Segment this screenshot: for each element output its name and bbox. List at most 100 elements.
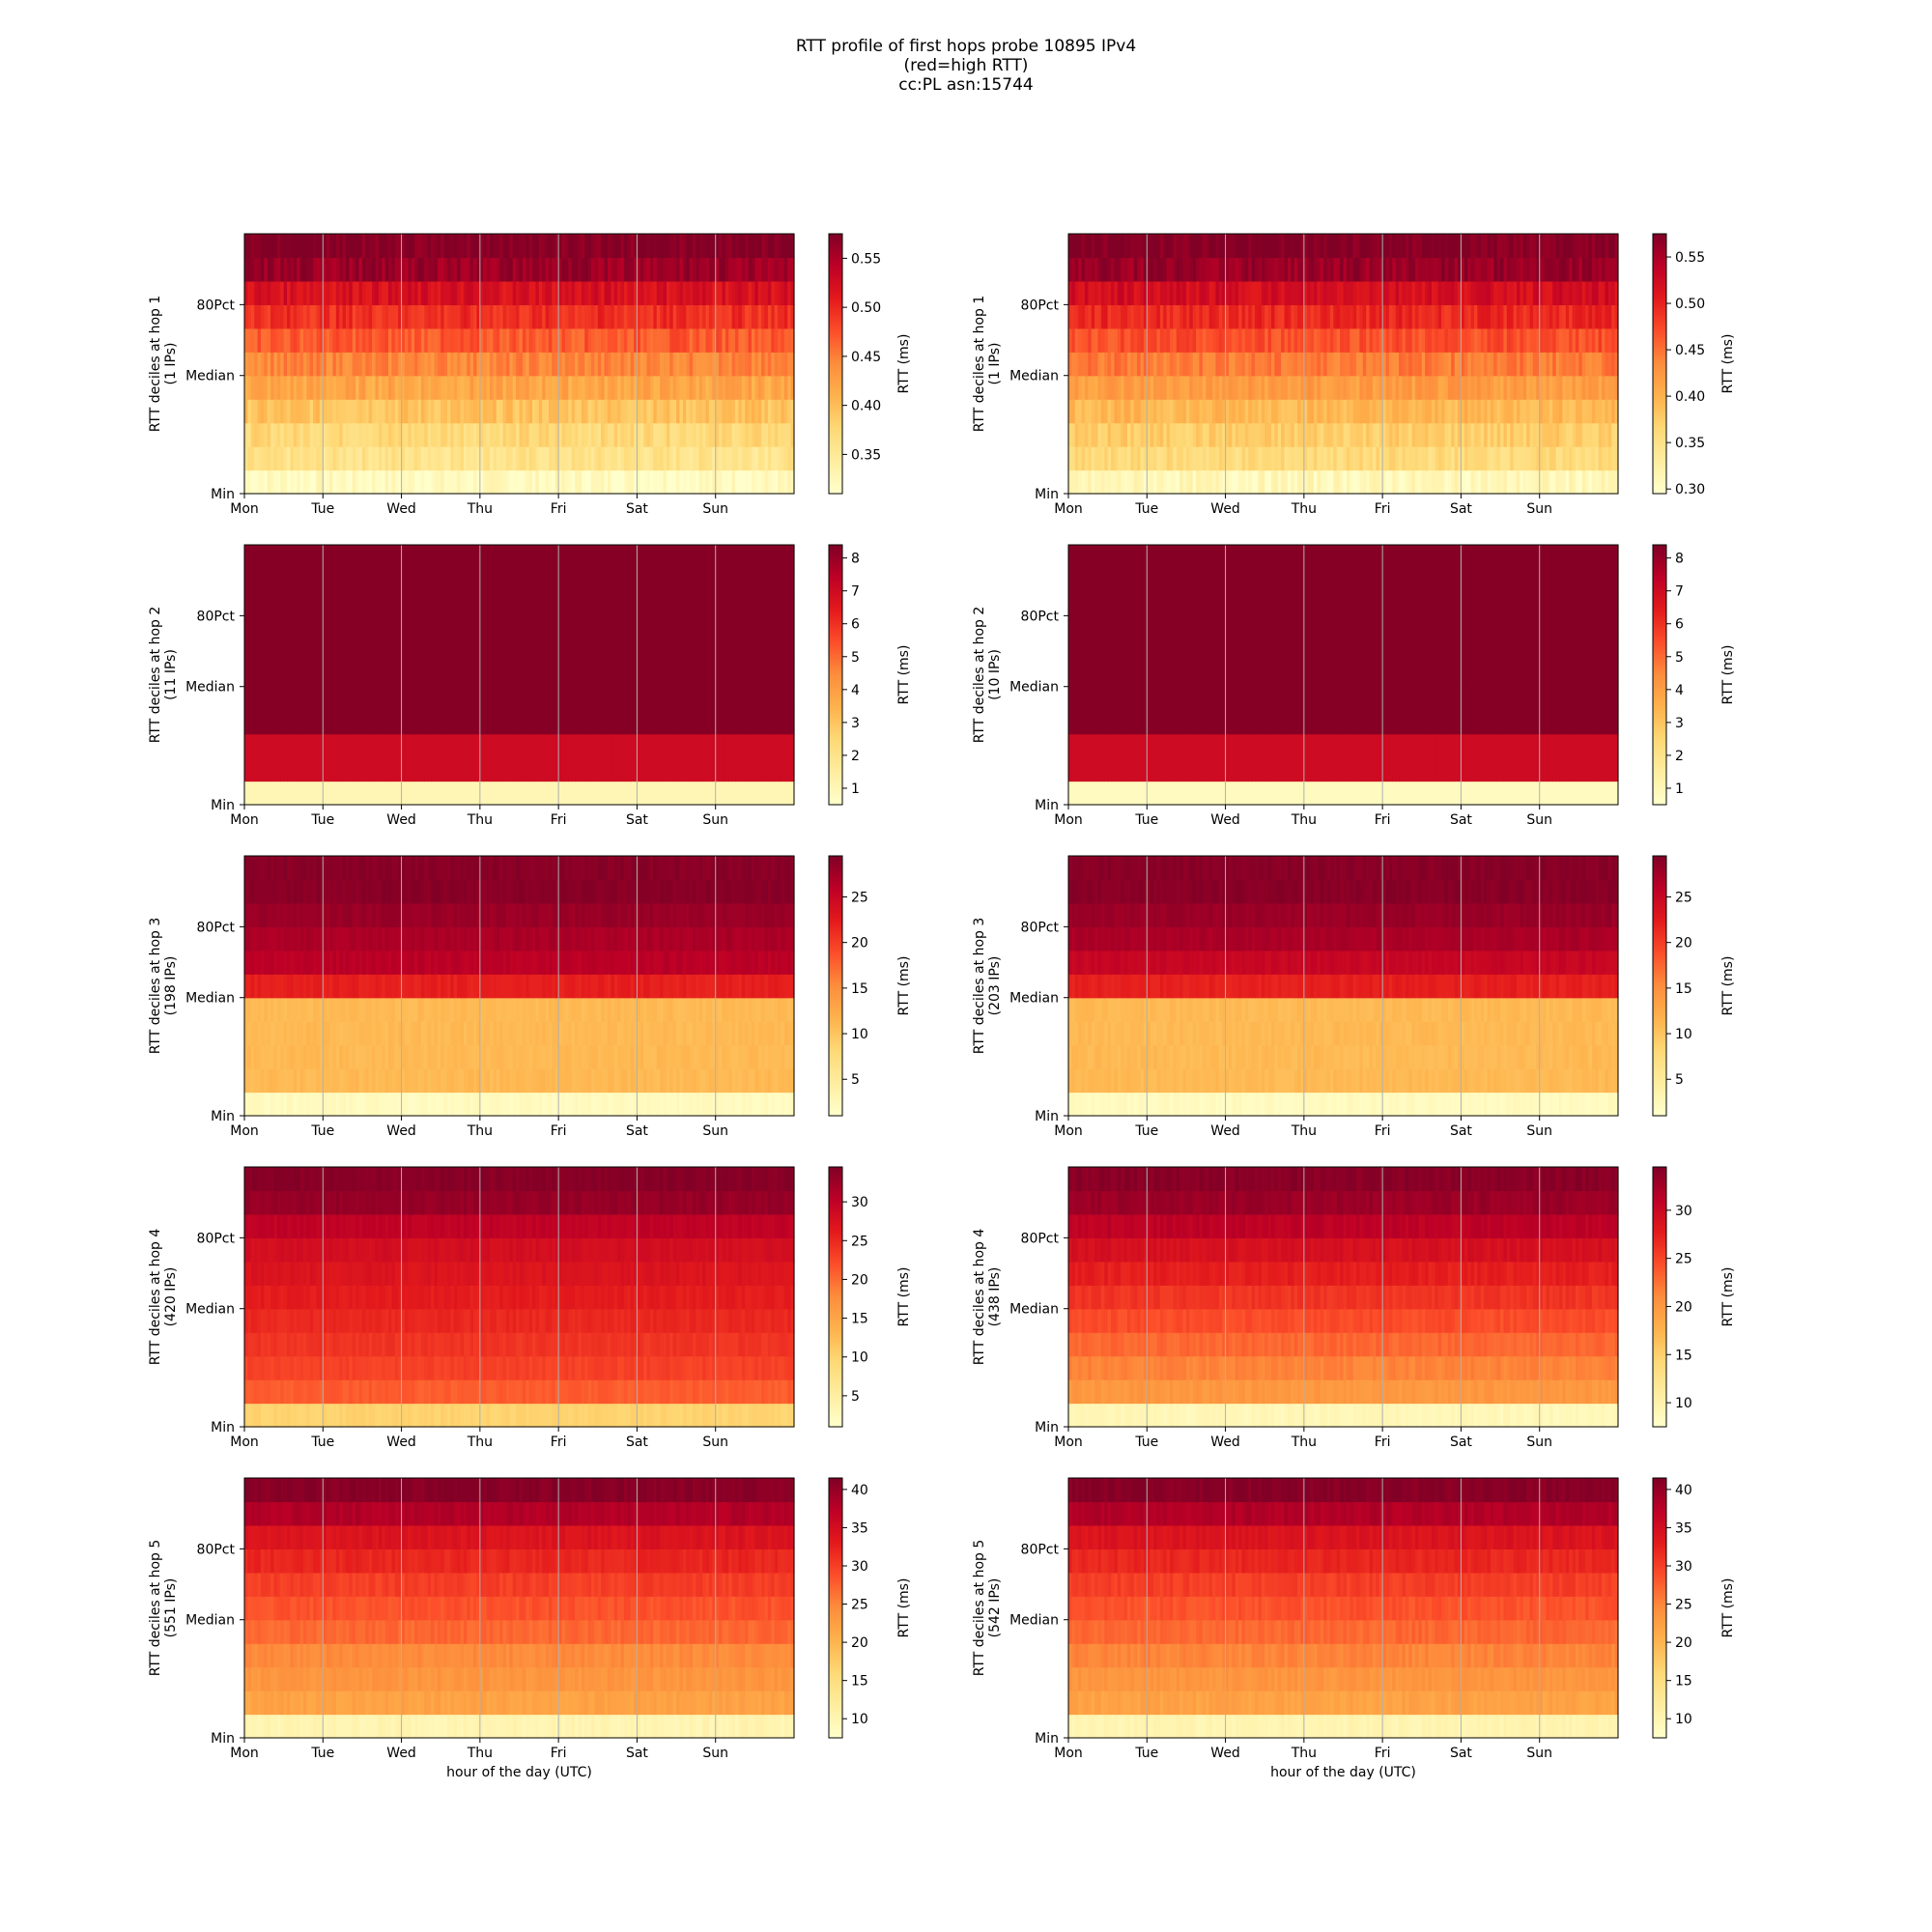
heatmap-cell bbox=[473, 399, 478, 424]
heatmap-cell bbox=[276, 399, 281, 424]
heatmap-cell bbox=[666, 422, 670, 447]
heatmap-cell bbox=[708, 422, 713, 447]
heatmap-cell bbox=[764, 399, 769, 424]
heatmap-cell bbox=[561, 446, 566, 471]
heatmap-cell bbox=[446, 469, 451, 495]
heatmap-cell bbox=[591, 422, 595, 447]
heatmap-cell bbox=[646, 399, 651, 424]
heatmap-cell bbox=[361, 446, 366, 471]
heatmap-cell bbox=[388, 375, 393, 400]
heatmap-cell bbox=[660, 375, 665, 400]
heatmap-cell bbox=[345, 422, 350, 447]
heatmap-cell bbox=[767, 399, 772, 424]
heatmap-cell bbox=[349, 469, 354, 495]
heatmap-cell bbox=[401, 422, 406, 447]
heatmap-cell bbox=[358, 446, 363, 471]
heatmap-cell bbox=[731, 399, 736, 424]
heatmap-cell bbox=[790, 469, 795, 495]
heatmap-cell bbox=[679, 469, 684, 495]
heatmap-cell bbox=[372, 375, 377, 400]
heatmap-cell bbox=[607, 422, 611, 447]
heatmap-cell bbox=[748, 469, 753, 495]
heatmap-cell bbox=[496, 352, 500, 377]
heatmap-cell bbox=[276, 352, 281, 377]
heatmap-cell bbox=[483, 469, 488, 495]
heatmap-cell bbox=[653, 399, 658, 424]
heatmap-cell bbox=[552, 469, 556, 495]
heatmap-cell bbox=[627, 375, 632, 400]
heatmap-cell bbox=[594, 375, 599, 400]
heatmap-cell bbox=[526, 375, 530, 400]
heatmap-cell bbox=[509, 375, 514, 400]
heatmap-cell bbox=[584, 422, 589, 447]
heatmap-cell bbox=[365, 352, 370, 377]
heatmap-cell bbox=[564, 422, 569, 447]
heatmap-cell bbox=[693, 446, 696, 471]
heatmap-cell bbox=[264, 422, 269, 447]
heatmap-cell bbox=[528, 446, 533, 471]
heatmap-cell bbox=[446, 422, 451, 447]
heatmap-cell bbox=[538, 399, 543, 424]
heatmap-cell bbox=[528, 422, 533, 447]
heatmap-cell bbox=[352, 469, 356, 495]
heatmap-cell bbox=[666, 446, 670, 471]
heatmap-cell bbox=[382, 446, 386, 471]
heatmap-cell bbox=[345, 446, 350, 471]
heatmap-cell bbox=[708, 399, 713, 424]
heatmap-cell bbox=[368, 446, 373, 471]
heatmap-cell bbox=[761, 469, 766, 495]
heatmap-cell bbox=[378, 422, 383, 447]
heatmap-cell bbox=[335, 446, 340, 471]
heatmap-cell bbox=[745, 469, 750, 495]
heatmap-cell bbox=[516, 375, 521, 400]
heatmap-cell bbox=[332, 399, 337, 424]
heatmap-cell bbox=[790, 375, 795, 400]
heatmap-cell bbox=[424, 422, 429, 447]
heatmap-cell bbox=[522, 469, 526, 495]
heatmap-cell bbox=[463, 446, 468, 471]
heatmap-cell bbox=[273, 446, 278, 471]
heatmap-cell bbox=[558, 422, 563, 447]
heatmap-cell bbox=[469, 469, 474, 495]
heatmap-cell bbox=[486, 469, 491, 495]
heatmap-cell bbox=[778, 469, 782, 495]
heatmap-cell bbox=[450, 469, 455, 495]
heatmap-cell bbox=[316, 446, 321, 471]
heatmap-cell bbox=[751, 375, 755, 400]
heatmap-cell bbox=[437, 399, 441, 424]
heatmap-cell bbox=[342, 469, 347, 495]
heatmap-cell bbox=[526, 352, 530, 377]
heatmap-cell bbox=[297, 422, 301, 447]
heatmap-cell bbox=[548, 352, 553, 377]
heatmap-cell bbox=[698, 375, 703, 400]
heatmap-cell bbox=[545, 352, 550, 377]
heatmap-cell bbox=[290, 352, 295, 377]
heatmap-cell bbox=[554, 422, 559, 447]
heatmap-cell bbox=[620, 446, 625, 471]
heatmap-cell bbox=[643, 399, 648, 424]
heatmap-cell bbox=[391, 352, 396, 377]
heatmap-cell bbox=[561, 399, 566, 424]
heatmap-cell bbox=[424, 352, 429, 377]
heatmap-cell bbox=[260, 422, 265, 447]
heatmap-cell bbox=[751, 446, 755, 471]
heatmap-cell bbox=[682, 399, 687, 424]
heatmap-cell bbox=[267, 352, 271, 377]
heatmap-cell bbox=[751, 399, 755, 424]
heatmap-cell bbox=[401, 446, 406, 471]
heatmap-cell bbox=[316, 469, 321, 495]
heatmap-cell bbox=[778, 446, 782, 471]
heatmap-cell bbox=[384, 352, 389, 377]
heatmap-cell bbox=[290, 469, 295, 495]
heatmap-cell bbox=[587, 446, 592, 471]
heatmap-cell bbox=[299, 422, 304, 447]
heatmap-cell bbox=[496, 399, 500, 424]
heatmap-cell bbox=[329, 469, 334, 495]
heatmap-cell bbox=[722, 422, 726, 447]
heatmap-cell bbox=[568, 399, 573, 424]
heatmap-cell bbox=[781, 446, 785, 471]
heatmap-cell bbox=[738, 469, 743, 495]
heatmap-cell bbox=[457, 422, 462, 447]
heatmap-cell bbox=[479, 446, 484, 471]
heatmap-cell bbox=[519, 469, 524, 495]
